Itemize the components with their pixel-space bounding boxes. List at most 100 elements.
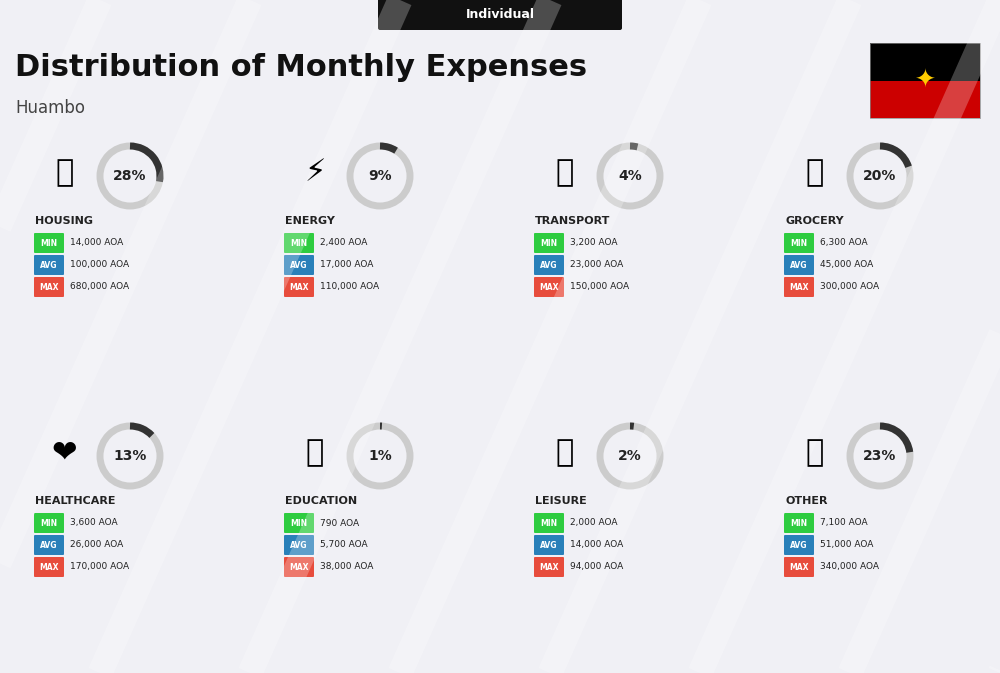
Text: 110,000 AOA: 110,000 AOA xyxy=(320,283,379,291)
Text: AVG: AVG xyxy=(40,260,58,269)
Text: MIN: MIN xyxy=(540,238,558,248)
FancyBboxPatch shape xyxy=(534,535,564,555)
Text: 🛒: 🛒 xyxy=(806,159,824,188)
FancyBboxPatch shape xyxy=(34,513,64,533)
Text: 💰: 💰 xyxy=(806,439,824,468)
Text: AVG: AVG xyxy=(290,540,308,549)
Text: Individual: Individual xyxy=(466,7,534,20)
Text: MIN: MIN xyxy=(40,518,58,528)
Text: ENERGY: ENERGY xyxy=(285,216,335,226)
FancyBboxPatch shape xyxy=(534,255,564,275)
Text: HOUSING: HOUSING xyxy=(35,216,93,226)
Text: AVG: AVG xyxy=(40,540,58,549)
Text: MAX: MAX xyxy=(789,563,809,571)
Text: AVG: AVG xyxy=(290,260,308,269)
FancyBboxPatch shape xyxy=(784,277,814,297)
Text: 680,000 AOA: 680,000 AOA xyxy=(70,283,129,291)
Text: 26,000 AOA: 26,000 AOA xyxy=(70,540,123,549)
Text: MAX: MAX xyxy=(39,563,59,571)
FancyBboxPatch shape xyxy=(870,43,980,81)
FancyBboxPatch shape xyxy=(284,277,314,297)
Text: 2,000 AOA: 2,000 AOA xyxy=(570,518,617,528)
Text: MIN: MIN xyxy=(790,518,808,528)
Text: 28%: 28% xyxy=(113,169,147,183)
Text: AVG: AVG xyxy=(540,540,558,549)
FancyBboxPatch shape xyxy=(34,535,64,555)
Text: EDUCATION: EDUCATION xyxy=(285,496,357,506)
FancyBboxPatch shape xyxy=(784,233,814,253)
FancyBboxPatch shape xyxy=(34,277,64,297)
FancyBboxPatch shape xyxy=(34,255,64,275)
Text: MAX: MAX xyxy=(539,283,559,291)
Text: AVG: AVG xyxy=(790,260,808,269)
Text: Huambo: Huambo xyxy=(15,99,85,117)
Text: 6,300 AOA: 6,300 AOA xyxy=(820,238,868,248)
Text: 23%: 23% xyxy=(863,449,897,463)
Text: 45,000 AOA: 45,000 AOA xyxy=(820,260,873,269)
Text: 9%: 9% xyxy=(368,169,392,183)
Text: 3,600 AOA: 3,600 AOA xyxy=(70,518,118,528)
Text: MAX: MAX xyxy=(289,283,309,291)
FancyBboxPatch shape xyxy=(284,535,314,555)
FancyBboxPatch shape xyxy=(378,0,622,30)
Text: 14,000 AOA: 14,000 AOA xyxy=(570,540,623,549)
FancyBboxPatch shape xyxy=(870,81,980,118)
Text: 4%: 4% xyxy=(618,169,642,183)
Text: MIN: MIN xyxy=(40,238,58,248)
Text: ❤️: ❤️ xyxy=(52,439,78,468)
Text: 🚌: 🚌 xyxy=(556,159,574,188)
Text: 🎓: 🎓 xyxy=(306,439,324,468)
Text: TRANSPORT: TRANSPORT xyxy=(535,216,610,226)
FancyBboxPatch shape xyxy=(534,233,564,253)
FancyBboxPatch shape xyxy=(784,255,814,275)
FancyBboxPatch shape xyxy=(34,557,64,577)
Text: Distribution of Monthly Expenses: Distribution of Monthly Expenses xyxy=(15,53,587,83)
Text: OTHER: OTHER xyxy=(785,496,828,506)
Text: HEALTHCARE: HEALTHCARE xyxy=(35,496,116,506)
FancyBboxPatch shape xyxy=(784,513,814,533)
Text: 790 AOA: 790 AOA xyxy=(320,518,359,528)
FancyBboxPatch shape xyxy=(284,233,314,253)
Text: 38,000 AOA: 38,000 AOA xyxy=(320,563,373,571)
Text: 51,000 AOA: 51,000 AOA xyxy=(820,540,873,549)
Text: 20%: 20% xyxy=(863,169,897,183)
FancyBboxPatch shape xyxy=(534,277,564,297)
Text: MAX: MAX xyxy=(539,563,559,571)
Text: MAX: MAX xyxy=(789,283,809,291)
Text: GROCERY: GROCERY xyxy=(785,216,844,226)
FancyBboxPatch shape xyxy=(284,255,314,275)
Text: 100,000 AOA: 100,000 AOA xyxy=(70,260,129,269)
FancyBboxPatch shape xyxy=(784,557,814,577)
Text: 150,000 AOA: 150,000 AOA xyxy=(570,283,629,291)
Text: MIN: MIN xyxy=(790,238,808,248)
Text: MIN: MIN xyxy=(290,518,308,528)
Text: 2%: 2% xyxy=(618,449,642,463)
Text: 340,000 AOA: 340,000 AOA xyxy=(820,563,879,571)
Text: AVG: AVG xyxy=(540,260,558,269)
Text: MIN: MIN xyxy=(290,238,308,248)
Text: 17,000 AOA: 17,000 AOA xyxy=(320,260,373,269)
Text: ✦: ✦ xyxy=(914,69,936,92)
Text: 2,400 AOA: 2,400 AOA xyxy=(320,238,367,248)
Text: MAX: MAX xyxy=(39,283,59,291)
FancyBboxPatch shape xyxy=(284,513,314,533)
Text: 🛍️: 🛍️ xyxy=(556,439,574,468)
Text: 5,700 AOA: 5,700 AOA xyxy=(320,540,368,549)
Text: 1%: 1% xyxy=(368,449,392,463)
Text: 7,100 AOA: 7,100 AOA xyxy=(820,518,868,528)
Text: ⚡: ⚡ xyxy=(304,159,326,188)
FancyBboxPatch shape xyxy=(534,557,564,577)
Text: 94,000 AOA: 94,000 AOA xyxy=(570,563,623,571)
FancyBboxPatch shape xyxy=(284,557,314,577)
Text: LEISURE: LEISURE xyxy=(535,496,587,506)
Text: 170,000 AOA: 170,000 AOA xyxy=(70,563,129,571)
FancyBboxPatch shape xyxy=(34,233,64,253)
Text: 300,000 AOA: 300,000 AOA xyxy=(820,283,879,291)
Text: AVG: AVG xyxy=(790,540,808,549)
Text: 🏢: 🏢 xyxy=(56,159,74,188)
Text: MIN: MIN xyxy=(540,518,558,528)
FancyBboxPatch shape xyxy=(784,535,814,555)
Text: 14,000 AOA: 14,000 AOA xyxy=(70,238,123,248)
Text: 3,200 AOA: 3,200 AOA xyxy=(570,238,617,248)
Text: 13%: 13% xyxy=(113,449,147,463)
